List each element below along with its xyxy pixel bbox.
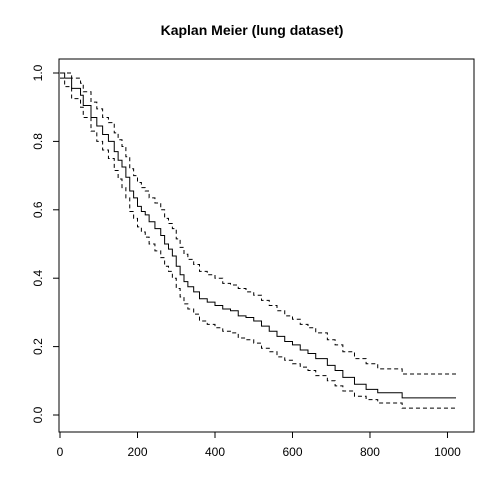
y-tick-label: 0.4 [31, 270, 45, 287]
plot-frame [58, 58, 475, 433]
y-tick-label: 1.0 [31, 64, 45, 81]
x-tick-label: 800 [360, 445, 380, 459]
y-axis: 0.0 0.2 0.4 0.6 0.8 1.0 [31, 64, 60, 423]
y-tick-label: 0.6 [31, 201, 45, 218]
chart-title: Kaplan Meier (lung dataset) [160, 22, 344, 38]
series-survival [60, 72, 456, 399]
x-tick-label: 400 [205, 445, 225, 459]
series-upper-confidence-bound [60, 72, 456, 375]
y-tick-label: 0.2 [31, 338, 45, 355]
x-tick-label: 1000 [434, 445, 461, 459]
x-tick-label: 600 [282, 445, 302, 459]
x-tick-label: 200 [127, 445, 147, 459]
x-tick-label: 0 [57, 445, 64, 459]
series-lower-confidence-bound [60, 77, 456, 409]
x-axis: 0 200 400 600 800 1000 [57, 431, 461, 459]
y-tick-label: 0.8 [31, 133, 45, 150]
series-layer [60, 72, 456, 409]
y-tick-label: 0.0 [31, 406, 45, 423]
